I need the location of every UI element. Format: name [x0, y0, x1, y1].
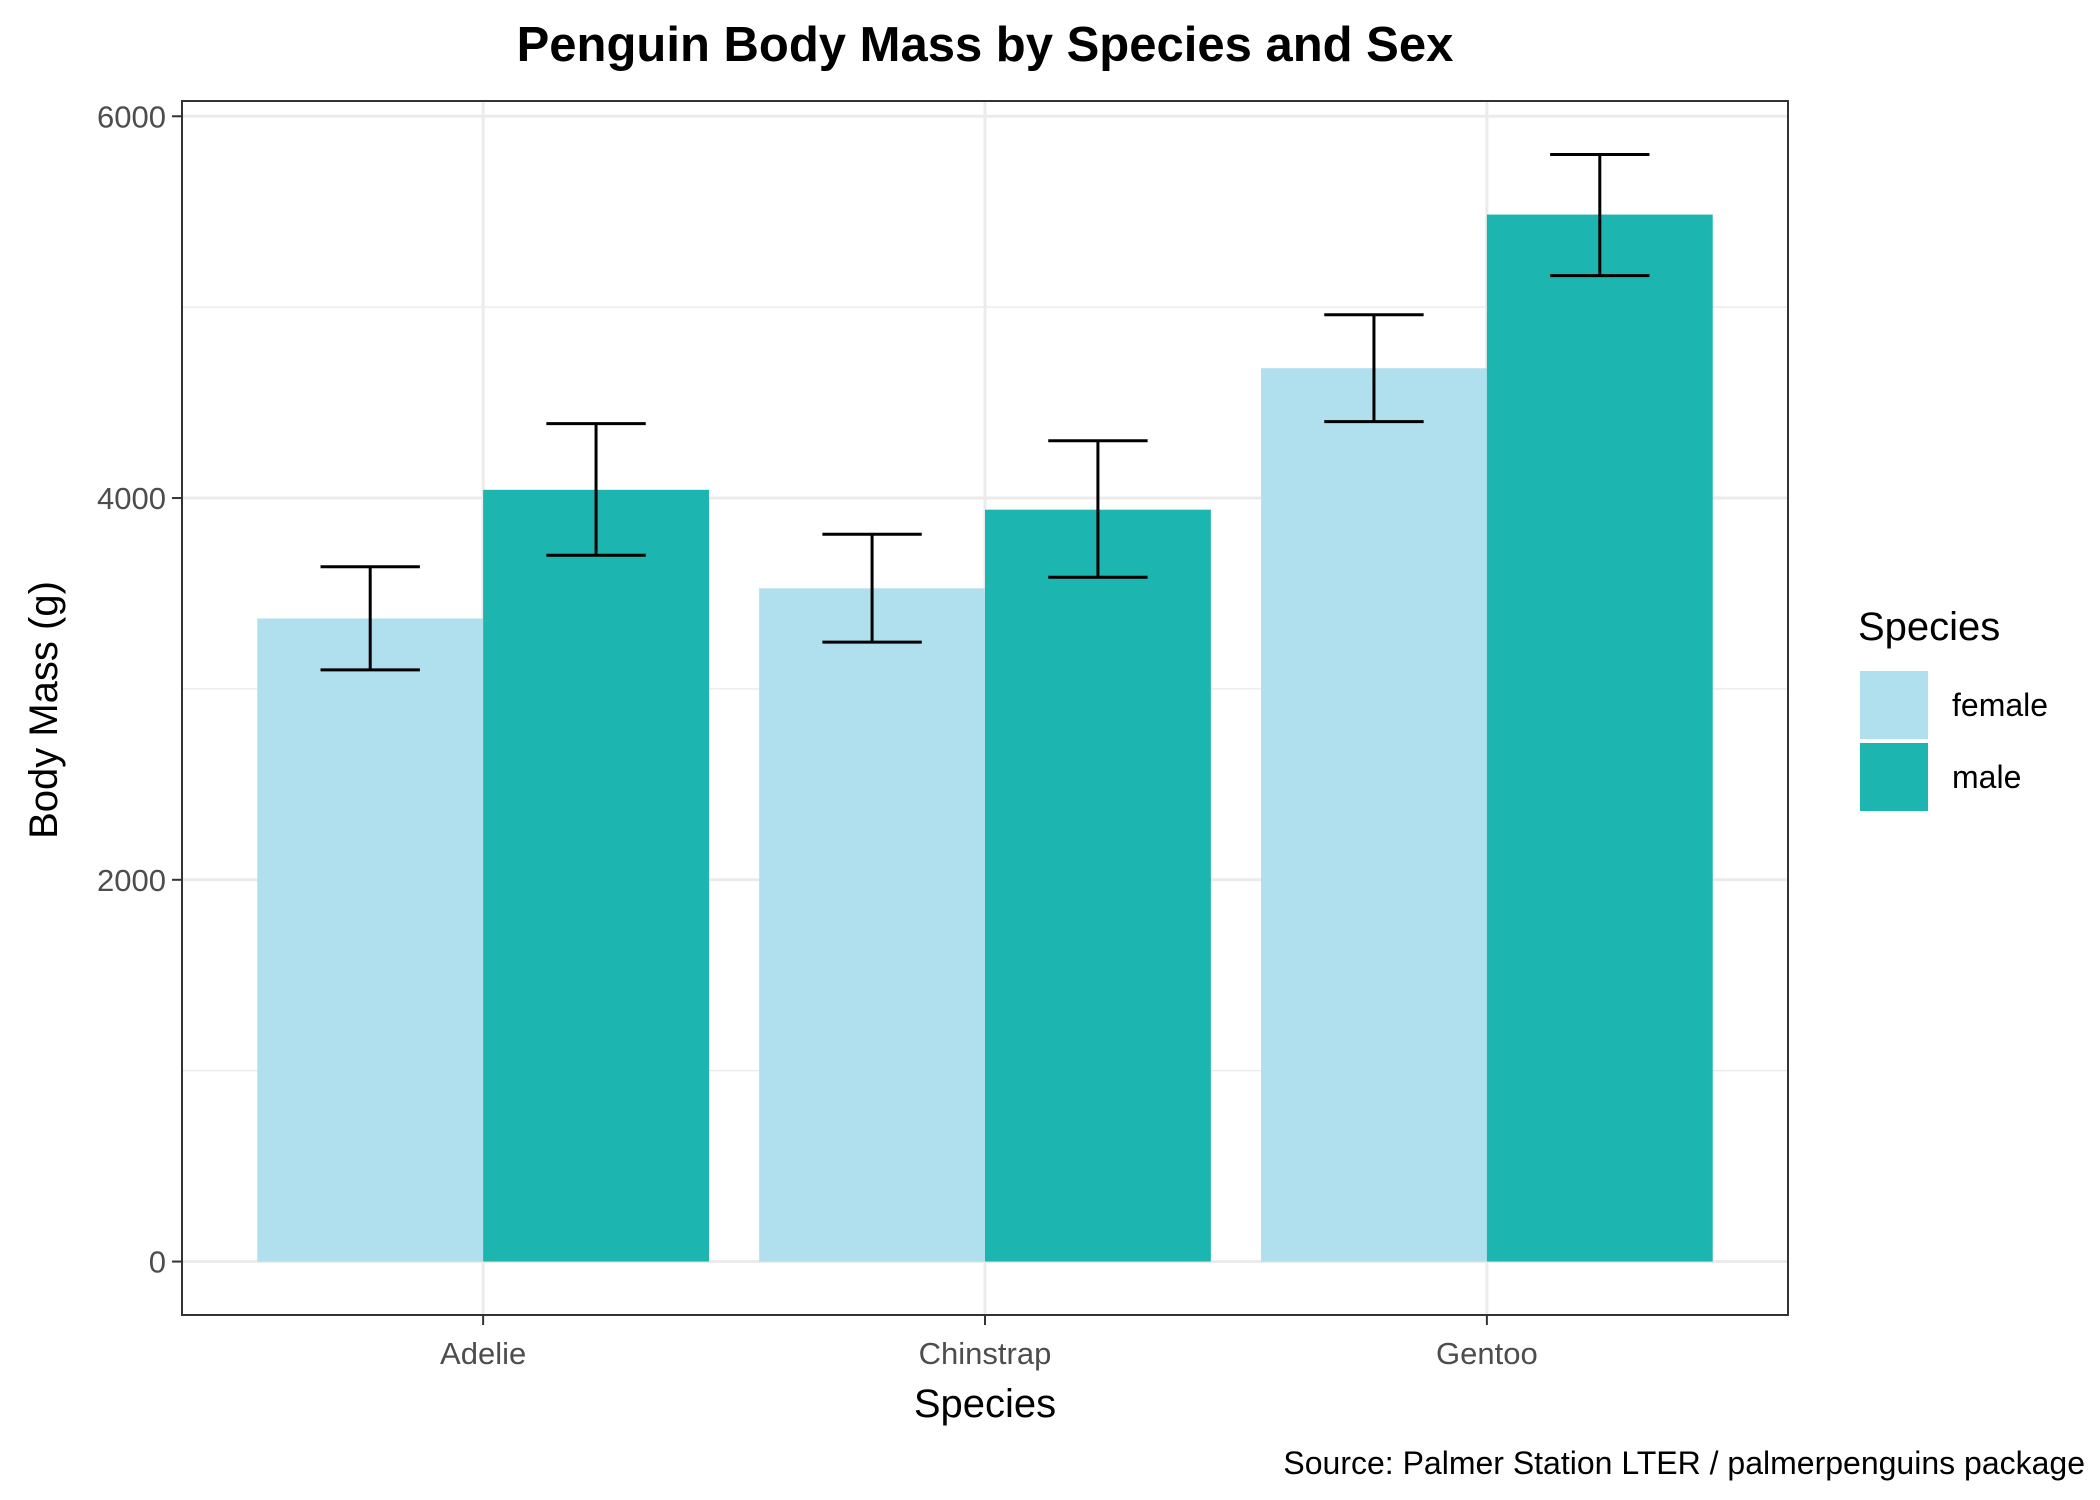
bar-female-adelie — [257, 618, 484, 1262]
bar-male-adelie — [483, 489, 709, 1262]
legend-title: Species — [1858, 605, 2000, 649]
bar-female-chinstrap — [759, 588, 985, 1262]
y-tick-label: 2000 — [97, 863, 166, 898]
y-axis: 0 2000 4000 6000 — [97, 99, 182, 1280]
error-bars — [320, 152, 1650, 672]
bar-male-chinstrap — [985, 509, 1211, 1262]
legend-key-female — [1860, 671, 1928, 739]
y-axis-title: Body Mass (g) — [22, 581, 66, 839]
y-tick-label: 0 — [149, 1245, 166, 1280]
y-tick-label: 6000 — [97, 99, 166, 134]
x-tick-label-chinstrap: Chinstrap — [919, 1336, 1052, 1371]
plot-panel — [181, 100, 1789, 1316]
legend: Species female male — [1858, 605, 2048, 811]
x-axis-title: Species — [914, 1382, 1056, 1426]
bars — [257, 214, 1713, 1262]
legend-key-male — [1860, 743, 1928, 811]
x-tick-label-adelie: Adelie — [440, 1336, 526, 1371]
legend-label-male: male — [1952, 759, 2021, 795]
bar-female-gentoo — [1261, 368, 1487, 1262]
y-tick-label: 4000 — [97, 481, 166, 516]
chart-title: Penguin Body Mass by Species and Sex — [517, 18, 1454, 72]
caption: Source: Palmer Station LTER / palmerpeng… — [1283, 1445, 2085, 1481]
bar-male-gentoo — [1486, 214, 1713, 1262]
legend-label-female: female — [1952, 687, 2048, 723]
x-axis: Adelie Chinstrap Gentoo — [440, 1315, 1538, 1371]
x-tick-label-gentoo: Gentoo — [1436, 1336, 1538, 1371]
